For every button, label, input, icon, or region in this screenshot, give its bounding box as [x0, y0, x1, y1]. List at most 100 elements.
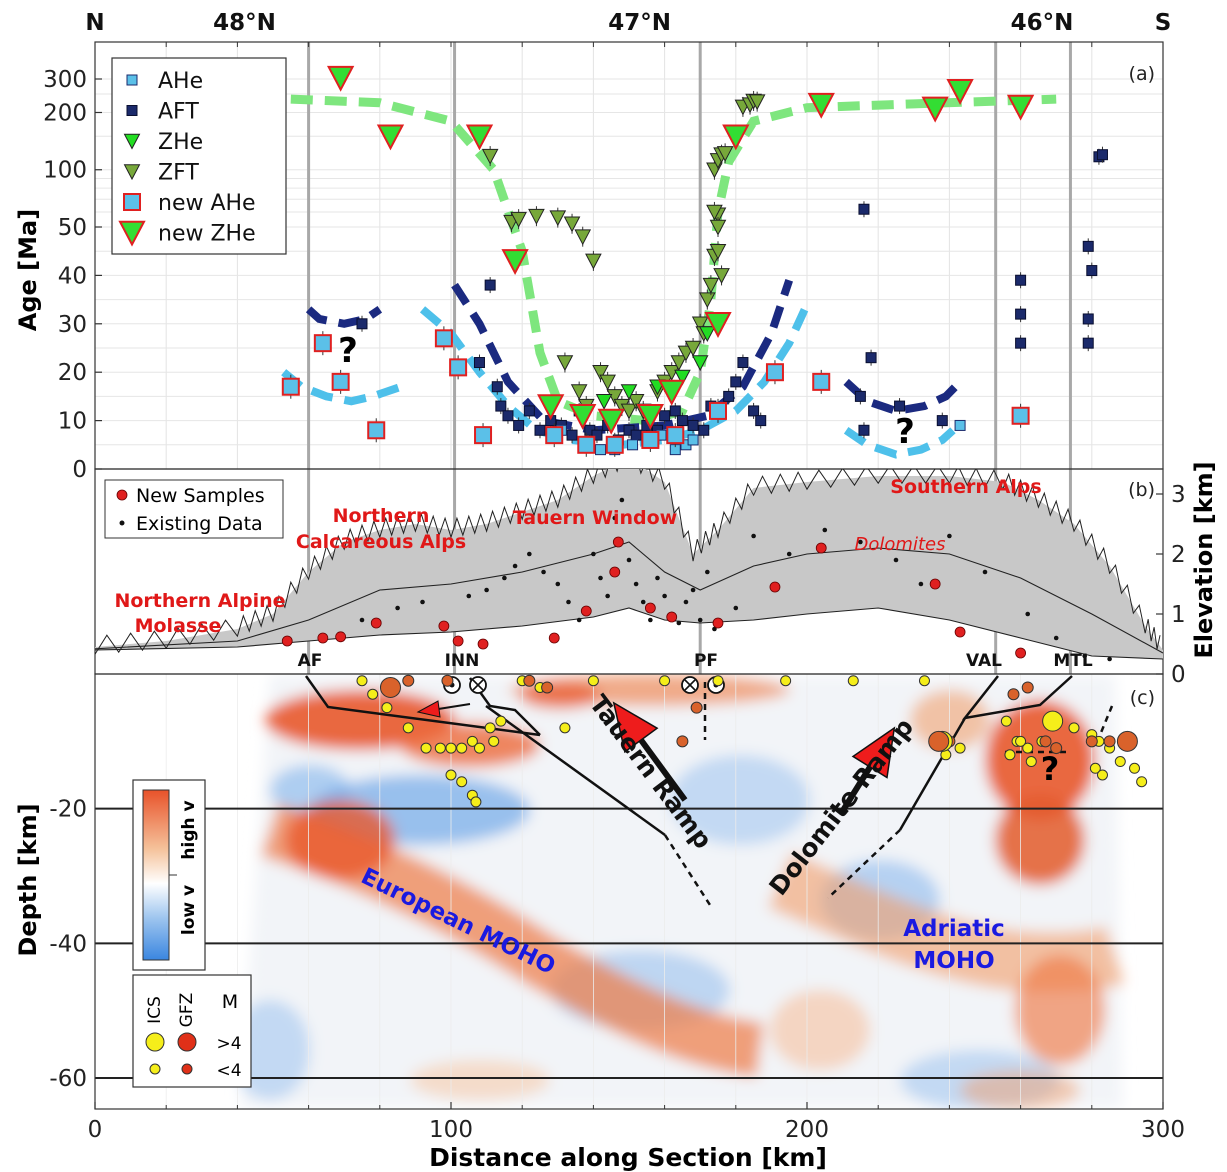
ylabel-elevation: Elevation [km] [1190, 461, 1218, 658]
tauern-arrow-head [612, 701, 659, 754]
legend-marker-new-zhe [118, 220, 146, 247]
legend-label: new AHe [158, 191, 256, 216]
aft-point [1082, 337, 1094, 349]
tauern-ramp-dashed [663, 834, 712, 906]
quake-ics-large [1042, 710, 1064, 732]
quake-ics-small [402, 722, 414, 734]
new-sample-point [548, 632, 560, 644]
aft-point [730, 376, 742, 388]
quake-ics-small [587, 675, 599, 687]
elevation-max-line [95, 469, 1161, 655]
quake-ics-small [1004, 749, 1016, 761]
quake-gfz-small [676, 735, 689, 748]
label-northern: Northern [333, 505, 430, 527]
quake-ics-small [488, 735, 500, 747]
existing-data-point [598, 575, 603, 581]
existing-data-point [705, 569, 710, 575]
quake-gfz-small [402, 674, 415, 687]
quake-gfz-small [441, 674, 454, 687]
zft-point [663, 364, 681, 381]
quake-legend-gfz: GFZ [177, 993, 197, 1028]
zft-point [713, 268, 730, 284]
annotation-question-north: ? [338, 331, 358, 371]
new-sample-point [712, 617, 724, 629]
zft-point [620, 403, 638, 420]
aft-point [894, 400, 906, 412]
aft-point [687, 419, 699, 431]
zft-point [481, 148, 499, 165]
aft-point [502, 410, 514, 422]
quake-ics-small [434, 742, 446, 754]
new-sample-point [1015, 647, 1026, 659]
new-ahe-point [709, 401, 727, 420]
xlabel-distance: Distance along Section [km] [429, 1143, 827, 1172]
trend-aft-trend-s [843, 378, 963, 416]
label-molasse: Molasse [135, 615, 222, 637]
quake-ics-small [1089, 762, 1101, 774]
fault-label-inn: INN [445, 651, 480, 671]
aft-point [1086, 265, 1098, 277]
new-sample-point [644, 602, 656, 614]
new-ahe-point [281, 377, 300, 396]
quake-ics-small [954, 742, 966, 754]
quake-legend-m: M [222, 991, 238, 1013]
quake-gfz-large [1116, 730, 1138, 752]
quake-ics-small [484, 722, 496, 734]
new-sample-point [452, 635, 464, 647]
new-zhe-point [326, 65, 355, 92]
mtl-dashed [1098, 705, 1114, 736]
new-sample-point [580, 605, 592, 617]
tauern-arrow-shaft [638, 738, 688, 802]
existing-data-point [786, 551, 792, 557]
tauern-ramp-line [485, 704, 666, 837]
quake-gfz-small [1050, 742, 1063, 755]
zft-point [549, 210, 567, 227]
strike-slip-cross [684, 679, 696, 691]
quake-ics-small [470, 796, 482, 808]
dolomite-arrow-head [851, 726, 896, 779]
panel-b-profile [95, 469, 1163, 662]
zft-point [670, 355, 688, 372]
new-sample-point [666, 611, 678, 623]
legend-label: AFT [158, 100, 199, 125]
existing-data-point [893, 557, 899, 563]
quake-ics-small [847, 675, 859, 687]
fault-label-val: VAL [966, 651, 1002, 671]
quake-ics-small [1136, 776, 1148, 788]
zft-point [599, 374, 616, 391]
elevation-min-line [95, 607, 1163, 660]
new-zhe-point [636, 403, 665, 430]
dolomite-ramp-line [898, 717, 967, 831]
aft-point [566, 429, 578, 441]
annotation-question-c: ? [1041, 750, 1060, 788]
new-zhe-point [946, 79, 974, 105]
quake-ics-small [445, 742, 457, 754]
tick-label-depth: -40 [49, 931, 87, 957]
ylabel-depth: Depth [km] [14, 803, 42, 956]
ahe-point [954, 419, 966, 431]
new-zhe-point [465, 124, 494, 151]
existing-data-point [555, 581, 561, 587]
ahe-point [687, 434, 699, 446]
tick-label-age: 40 [58, 263, 87, 289]
top-axis-label: N [85, 10, 104, 36]
existing-data-point [566, 599, 571, 605]
quake-ics-small [559, 722, 571, 734]
new-ahe-point [313, 334, 332, 353]
panel-c-frame [94, 673, 1164, 1110]
existing-data-point [619, 497, 625, 503]
new-ahe-point [367, 421, 386, 440]
existing-data-point [484, 587, 489, 593]
existing-data-point [947, 533, 952, 539]
quake-gfz-small [1103, 735, 1116, 748]
quake-ics-small [356, 675, 368, 687]
existing-data-point [612, 515, 618, 521]
aft-point [676, 415, 688, 427]
new-sample-point [612, 536, 624, 548]
quake-ics-small [1129, 762, 1141, 774]
panel-c-tag: (c) [1130, 687, 1155, 709]
zft-point [570, 384, 588, 401]
quake-gfz-small [1021, 681, 1034, 694]
new-sample-point [370, 617, 382, 629]
top-axis-label: S [1155, 10, 1172, 36]
